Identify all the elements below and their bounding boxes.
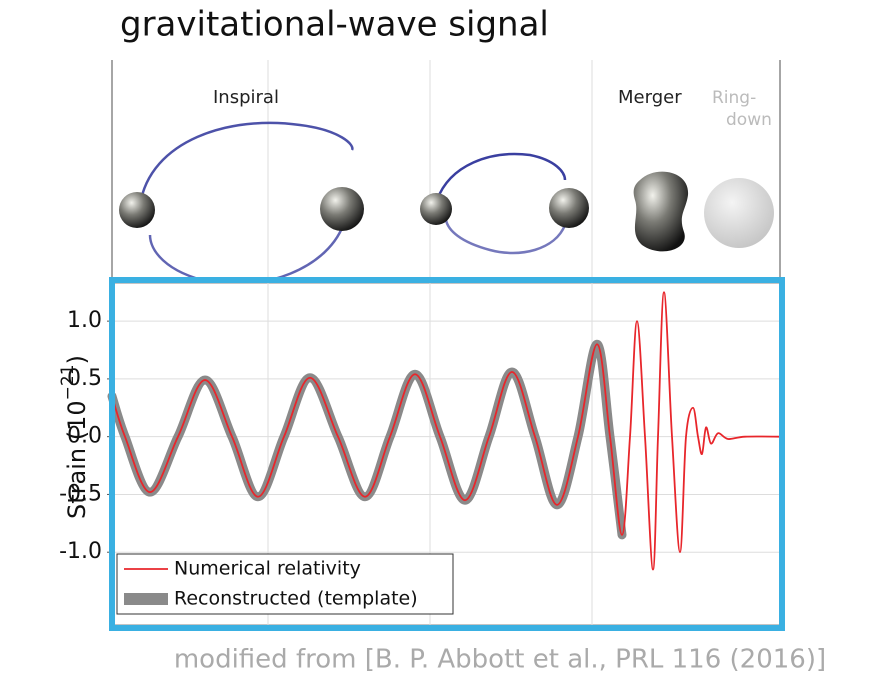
illustration: Inspiral Merger Ring- down (111, 60, 781, 286)
y-tick-label: 0.0 (67, 424, 102, 449)
phase-label: down (726, 110, 772, 130)
series-line (111, 291, 781, 571)
title: gravitational-wave signal (120, 5, 549, 45)
caption: modified from [B. P. Abbott et al., PRL … (174, 645, 826, 675)
y-axis-label: Strain (10−21) (58, 355, 91, 519)
y-tick-label: -0.5 (59, 481, 102, 506)
legend-swatch (124, 593, 168, 605)
plot: 1.0 0.5 0.0 -0.5 -1.0 Numerical relativity Rec… (59, 282, 781, 626)
legend-label: Reconstructed (template) (174, 588, 418, 610)
y-tick-label: 0.5 (67, 366, 102, 391)
phase-label: Ring- (712, 88, 756, 108)
phase-label: Inspiral (213, 87, 279, 108)
highlight-box (109, 277, 785, 631)
phase-label: Merger (618, 87, 682, 108)
y-label-close: ) (63, 355, 91, 364)
y-tick-label: 1.0 (67, 308, 102, 333)
legend-label: Numerical relativity (174, 558, 361, 580)
legend-box (116, 553, 454, 615)
y-tick-label: -1.0 (59, 539, 102, 564)
y-label-exponent: −21 (58, 364, 78, 400)
y-label-base: Strain (10 (63, 400, 91, 519)
